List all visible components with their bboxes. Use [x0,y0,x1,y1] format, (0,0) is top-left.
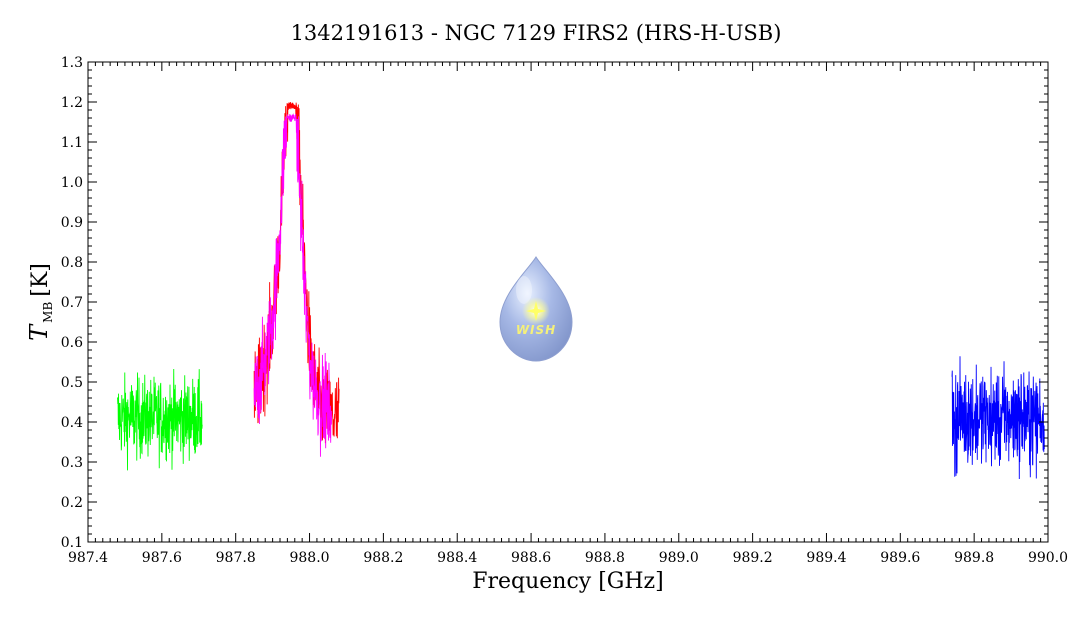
y-tick-label: 0.4 [61,415,83,431]
y-tick-label: 0.2 [61,495,83,511]
y-tick-label: 0.3 [61,455,83,471]
y-tick-label: 1.1 [61,135,83,151]
x-tick-label: 989.8 [954,550,994,566]
y-axis-label-sub: MB [41,302,55,323]
series-line-0 [117,368,203,471]
y-tick-label: 0.9 [61,215,83,231]
y-tick-label: 1.3 [61,55,83,71]
y-axis-label-main: T [25,323,53,341]
plot-frame [87,61,1049,543]
x-tick-label: 989.4 [806,550,846,566]
y-tick-label: 1.2 [61,95,83,111]
y-axis-label-unit: [K] [28,263,53,297]
x-tick-label: 988.4 [437,550,477,566]
x-tick-label: 990.0 [1028,550,1068,566]
x-tick-label: 987.8 [216,550,256,566]
series-layer [117,101,1045,479]
wish-logo: WISH [499,256,573,362]
ticks-layer [87,61,1049,543]
x-tick-label: 989.2 [733,550,773,566]
y-axis-label: TMB [K] [25,263,55,341]
y-tick-label: 0.7 [61,295,83,311]
x-tick-label: 989.6 [880,550,920,566]
x-tick-label: 987.6 [142,550,182,566]
y-tick-label: 0.1 [61,535,83,551]
x-tick-label: 988.6 [511,550,551,566]
chart-title: 1342191613 - NGC 7129 FIRS2 (HRS-H-USB) [291,21,782,45]
series-line-3 [951,356,1045,479]
y-tick-labels: 0.1 0.2 0.3 0.4 0.5 0.6 0.7 0.8 0.9 1.0 1.1 1.2 1.3 [61,55,83,551]
star-icon [526,301,546,321]
x-tick-label: 988.0 [289,550,329,566]
drop-highlight [516,276,532,304]
x-tick-label: 988.8 [585,550,625,566]
x-tick-label: 989.0 [659,550,699,566]
x-tick-labels: 987.4 987.6 987.8 988.0 988.2 988.4 988.6 988.8… [68,550,1068,566]
wish-logo-text: WISH [516,323,556,337]
y-tick-label: 0.6 [61,335,83,351]
y-tick-label: 0.8 [61,255,83,271]
y-tick-label: 0.5 [61,375,83,391]
series-line-2 [253,113,333,457]
x-tick-label: 987.4 [68,550,108,566]
y-tick-label: 1.0 [61,175,83,191]
x-axis-label: Frequency [GHz] [472,569,664,594]
x-tick-label: 988.2 [363,550,403,566]
